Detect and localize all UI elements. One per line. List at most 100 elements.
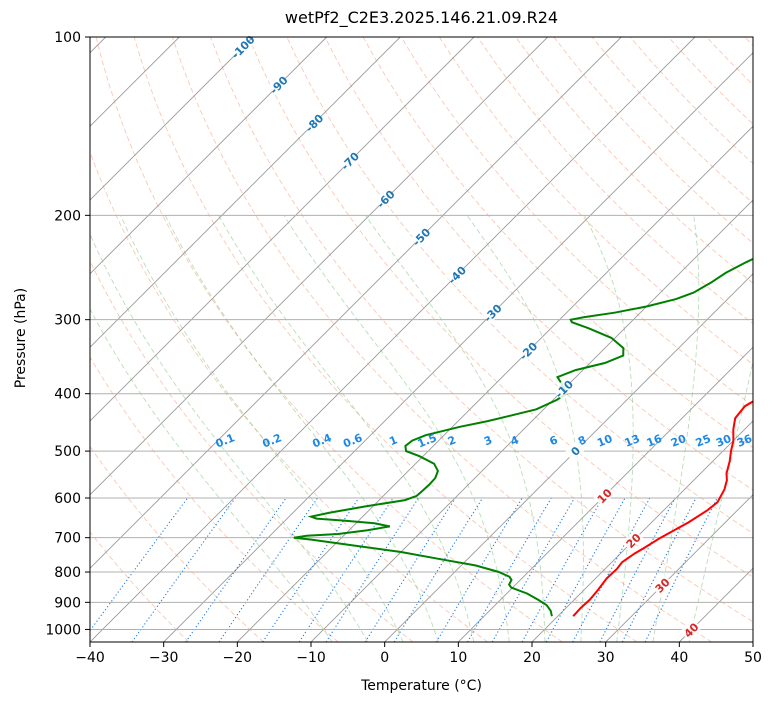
moist-adiabat <box>466 215 584 642</box>
mixing-ratio-line <box>218 497 318 642</box>
dry-adiabat <box>171 37 712 642</box>
y-tick-label: 600 <box>54 491 81 507</box>
y-tick-label: 100 <box>54 30 81 46</box>
dry-adiabat <box>591 37 753 204</box>
chart-title: wetPf2_C2E3.2025.146.21.09.R24 <box>284 8 559 27</box>
moist-adiabat <box>688 359 753 642</box>
isotherm-label-bg <box>679 618 702 641</box>
mixing-ratio-label: 13 <box>623 432 642 450</box>
mixing-ratio-label: 0.1 <box>214 431 237 450</box>
pressure-grid <box>90 37 753 630</box>
mixing-ratio-line <box>90 497 189 632</box>
isotherm-label-text: -70 <box>339 149 362 172</box>
isotherm <box>90 37 328 275</box>
x-tick-label: 20 <box>523 650 541 666</box>
isotherm-label-bg <box>564 439 587 462</box>
x-axis-label: Temperature (°C) <box>361 678 482 694</box>
isotherm-label: -20 <box>517 339 541 363</box>
dry-adiabat <box>362 37 753 449</box>
dry-adiabat <box>324 37 753 491</box>
isotherm-label: 0 <box>564 439 587 462</box>
mixing-ratio-line <box>131 497 236 642</box>
moist-adiabat <box>218 215 475 642</box>
mixing-ratio-line <box>599 497 676 642</box>
moist-adiabat <box>120 215 404 642</box>
mixing-ratio-label: 1 <box>387 433 399 448</box>
isotherm-label: -70 <box>338 149 362 173</box>
isotherm <box>90 37 696 642</box>
mixing-ratio-label: 16 <box>645 432 664 450</box>
mixing-ratio-label: 0.6 <box>341 431 364 450</box>
isotherm-label-text: 20 <box>624 531 644 551</box>
x-tick-label: 10 <box>449 650 467 666</box>
x-tick-label: −10 <box>296 650 326 666</box>
line-labels: 0.1 0.2 0.4 0.6 1 1.5 2 3 4 6 8 10 13 16 20 25 30 36-100-… <box>214 33 754 641</box>
isotherm <box>90 37 475 422</box>
mixing-ratio-label: 0.2 <box>260 431 283 450</box>
moist-adiabat <box>365 215 546 642</box>
y-tick-label: 1000 <box>45 622 81 638</box>
mixing-ratio-line <box>521 497 603 642</box>
isotherm-label: -40 <box>445 263 469 287</box>
isotherm-label-text: -50 <box>410 225 433 248</box>
isotherm-label-bg <box>267 73 290 96</box>
y-tick-label: 200 <box>54 208 81 224</box>
isotherm-label-bg <box>593 484 616 507</box>
dry-adiabat <box>90 531 190 642</box>
dry-adiabat <box>90 445 264 642</box>
isotherm-label-bg <box>481 301 504 324</box>
isotherm-label-bg <box>552 377 575 400</box>
mixing-ratio-label: 25 <box>694 432 713 450</box>
isotherm <box>90 37 622 569</box>
dry-adiabat <box>439 37 753 365</box>
isotherm <box>605 494 753 642</box>
isotherm-label: 20 <box>622 529 644 552</box>
dry-adiabat <box>90 259 414 642</box>
isotherm-label-bg <box>303 111 325 134</box>
mixing-ratio-label: 2 <box>446 433 458 448</box>
y-tick-label: 500 <box>54 444 81 460</box>
isotherm-label-text: -40 <box>446 263 469 286</box>
isotherm <box>163 52 753 642</box>
mixing-ratio-line <box>298 497 394 642</box>
isotherm-label: 10 <box>593 484 616 507</box>
mixing-ratio-line <box>621 497 697 642</box>
isotherm <box>384 273 753 642</box>
isotherm-label: -80 <box>303 111 327 135</box>
isotherm-label-bg <box>374 187 397 210</box>
dry-adiabat <box>90 356 339 642</box>
mixing-ratio-line <box>545 497 626 642</box>
isotherm <box>90 37 549 496</box>
y-tick-label: 300 <box>54 313 81 329</box>
isotherm-label-text: -80 <box>303 111 326 134</box>
background-lines <box>90 37 753 642</box>
isotherm <box>90 37 401 348</box>
mixing-ratio-label: 6 <box>548 433 560 448</box>
isotherm-label-text: -10 <box>553 377 576 400</box>
y-tick-label: 700 <box>54 531 81 547</box>
mixing-ratio-label: 30 <box>714 432 733 450</box>
isotherm <box>531 420 753 642</box>
moist-adiabat <box>283 215 510 642</box>
dry-adiabat <box>133 37 638 642</box>
mixing-ratio-line <box>325 497 419 642</box>
mixing-ratio-label: 0.4 <box>310 431 333 450</box>
isotherm <box>310 199 753 642</box>
sounding-line <box>572 400 753 617</box>
mixing-ratio-line <box>467 497 552 642</box>
x-tick-label: −20 <box>223 650 253 666</box>
dry-adiabat <box>477 37 753 325</box>
isotherm-label: 40 <box>679 618 702 641</box>
dry-adiabat <box>668 37 753 125</box>
mixing-ratio-label: 3 <box>482 433 494 448</box>
dry-adiabat <box>706 37 753 86</box>
isotherm-label-text: -20 <box>517 339 540 362</box>
mixing-ratio-line <box>364 497 456 642</box>
mixing-ratio-line <box>644 497 718 642</box>
x-tick-label: −40 <box>75 650 105 666</box>
mixing-ratio-label: 36 <box>735 432 754 450</box>
moist-adiabat <box>164 215 439 642</box>
dry-adiabat <box>90 150 488 642</box>
x-tick-label: −30 <box>149 650 179 666</box>
